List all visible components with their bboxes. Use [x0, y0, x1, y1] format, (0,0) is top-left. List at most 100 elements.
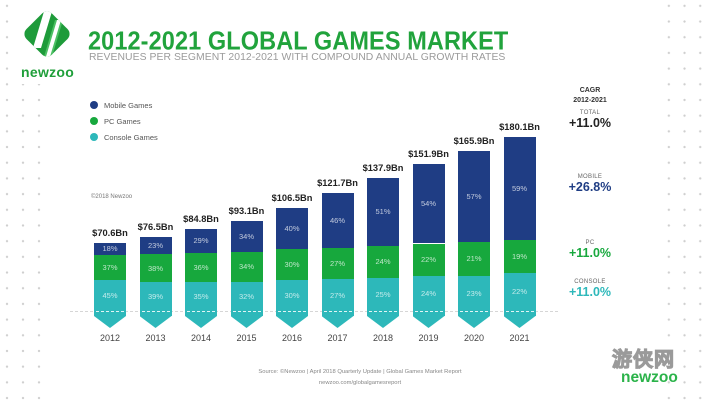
segment-percent-label: 45% [102, 291, 118, 301]
segment-percent-label: 30% [284, 260, 300, 270]
segment-mobile: 23% [139, 237, 172, 255]
segment-pc: 22% [412, 243, 445, 276]
segment-pc: 24% [367, 245, 399, 278]
segment-console: 23% [458, 275, 490, 316]
segment-percent-label: 36% [193, 263, 209, 273]
total-value-label: $84.8Bn [183, 214, 219, 225]
cagr-value: +11.0% [568, 116, 612, 130]
legend-label: Console Games [104, 132, 158, 142]
segment-mobile: 18% [94, 242, 126, 256]
segment-percent-label: 18% [102, 244, 118, 254]
legend-item-console: Console Games [90, 129, 158, 145]
watermark-site-text: 游侠网 [612, 349, 675, 372]
bar-dashed-line [232, 311, 261, 312]
year-label: 2017 [327, 333, 348, 343]
segment-pc: 38% [139, 254, 172, 283]
total-value-label: $180.1Bn [499, 122, 540, 133]
year-label: 2016 [281, 333, 303, 343]
year-label: 2014 [190, 333, 212, 343]
segment-mobile: 40% [276, 208, 308, 250]
dot-grid-right [661, 0, 709, 400]
segment-console: 27% [321, 279, 354, 316]
segment-mobile: 46% [321, 193, 354, 248]
segment-percent-label: 29% [193, 236, 209, 246]
segment-percent-label: 24% [375, 257, 391, 267]
cagr-label: TOTAL [579, 110, 601, 116]
segment-percent-label: 51% [375, 207, 391, 217]
chevron-down-icon [185, 316, 217, 328]
bar-dashed-line [323, 311, 352, 312]
total-value-label: $121.7Bn [317, 178, 358, 189]
segment-percent-label: 32% [238, 292, 254, 302]
segment-percent-label: 46% [329, 215, 345, 225]
segment-mobile: 54% [412, 164, 445, 244]
chevron-down-icon [458, 316, 490, 328]
segment-percent-label: 21% [466, 254, 482, 264]
cagr-console: CONSOLE +11.0% [555, 279, 625, 299]
newzoo-diamond-icon [24, 8, 70, 60]
segment-console: 22% [503, 272, 536, 316]
segment-console: 24% [412, 275, 445, 316]
bar-dashed-line [187, 311, 215, 312]
source-note: Source: ©Newzoo | April 2018 Quarterly U… [258, 369, 462, 375]
segment-mobile: 57% [458, 150, 490, 243]
segment-mobile: 59% [503, 137, 536, 240]
chevron-down-icon [503, 316, 536, 328]
legend-label: Mobile Games [104, 100, 153, 110]
segment-percent-label: 40% [284, 224, 300, 234]
segment-percent-label: 24% [420, 288, 436, 298]
chevron-down-icon [321, 316, 354, 328]
bar-dashed-line [141, 311, 170, 312]
segment-console: 39% [139, 282, 172, 316]
segment-percent-label: 23% [466, 288, 482, 298]
segment-percent-label: 54% [420, 199, 436, 209]
segment-pc: 27% [321, 247, 354, 280]
segment-pc: 30% [276, 249, 308, 281]
segment-percent-label: 27% [329, 290, 345, 300]
chevron-down-icon [367, 316, 399, 328]
watermark-newzoo-logo: newzoo [621, 369, 678, 386]
segment-percent-label: 22% [420, 255, 436, 265]
newzoo-logo: newzoo [14, 4, 80, 84]
segment-percent-label: 22% [511, 287, 527, 297]
segment-pc: 21% [458, 242, 490, 276]
segment-pc: 34% [230, 251, 263, 283]
segment-percent-label: 30% [284, 291, 300, 301]
year-label: 2015 [236, 333, 257, 343]
total-value-label: $93.1Bn [228, 206, 265, 217]
segment-percent-label: 59% [511, 183, 527, 193]
console-swatch-icon [90, 133, 98, 141]
total-value-label: $151.9Bn [408, 149, 449, 160]
year-label: 2020 [463, 333, 485, 343]
chart-baseline [70, 311, 558, 312]
segment-percent-label: 34% [238, 262, 254, 272]
logo-text: newzoo [21, 64, 75, 80]
chevron-down-icon [276, 316, 308, 328]
bar-dashed-line [369, 311, 397, 312]
year-label: 2021 [509, 333, 530, 343]
cagr-period: 2012-2021 [573, 97, 607, 104]
cagr-mobile: MOBILE +26.8% [555, 174, 625, 194]
cagr-title: CAGR [579, 87, 601, 94]
cagr-total: TOTAL +11.0% [555, 110, 625, 130]
bar-dashed-line [505, 311, 534, 312]
cagr-label: PC [585, 240, 595, 246]
mobile-swatch-icon [90, 101, 98, 109]
year-label: 2018 [372, 333, 394, 343]
segment-mobile: 34% [230, 221, 263, 252]
chevron-down-icon [230, 316, 263, 328]
cagr-value: +26.8% [568, 180, 612, 194]
chevron-down-icon [139, 316, 172, 328]
segment-percent-label: 27% [329, 258, 345, 268]
cagr-pc: PC +11.0% [555, 240, 625, 260]
segment-percent-label: 38% [147, 263, 163, 273]
chevron-down-icon [94, 316, 126, 328]
source-url[interactable]: newzoo.com/globalgamesreport [318, 380, 402, 386]
pc-swatch-icon [90, 117, 98, 125]
year-label: 2012 [99, 333, 121, 343]
segment-mobile: 51% [367, 177, 399, 246]
segment-console: 32% [230, 282, 263, 316]
segment-percent-label: 39% [147, 292, 163, 302]
cagr-label: CONSOLE [574, 279, 606, 285]
legend-label: PC Games [104, 116, 141, 126]
